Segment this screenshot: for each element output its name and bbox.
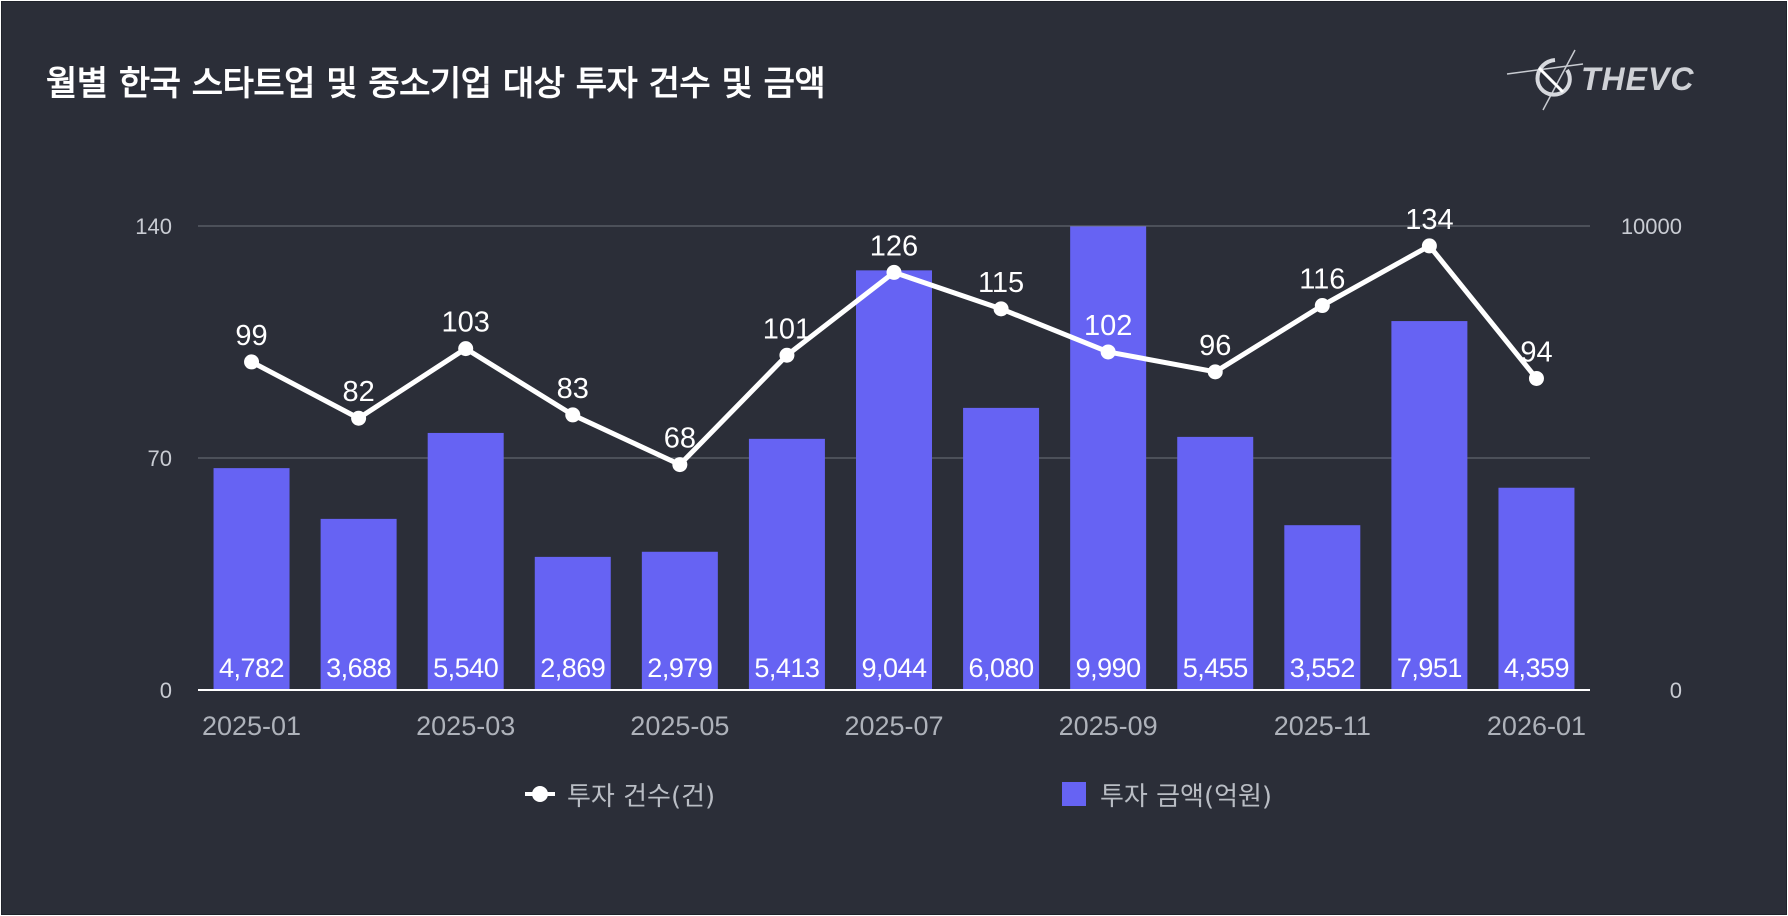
- line-point-label: 102: [1084, 310, 1132, 342]
- bar-value-label: 5,413: [754, 653, 819, 683]
- x-tick-label: 2025-05: [630, 711, 729, 741]
- y-right-tick-label: 10000: [1621, 214, 1682, 239]
- legend-amount-label: 투자 금액(억원): [1100, 781, 1273, 812]
- y-left-tick-label: 0: [160, 678, 172, 703]
- bar: [641, 551, 718, 690]
- line-point-label: 82: [342, 376, 374, 408]
- line-point: [1528, 370, 1544, 386]
- bar-value-label: 4,359: [1504, 653, 1569, 683]
- line-point-label: 134: [1405, 204, 1453, 236]
- line-point: [458, 341, 474, 357]
- bar-value-label: 9,990: [1076, 653, 1141, 683]
- line-point: [1314, 298, 1330, 314]
- line-point-label: 68: [664, 423, 696, 455]
- bar-value-label: 6,080: [969, 653, 1034, 683]
- line-point-label: 126: [870, 230, 918, 262]
- line-point-label: 101: [763, 313, 811, 345]
- bar: [1284, 525, 1361, 690]
- bar: [427, 432, 504, 690]
- bar: [213, 468, 290, 690]
- bar-series: 4,782 3,688 5,540 2,869 2,979 5,413 9,044 6,080…: [213, 226, 1575, 691]
- bar: [963, 407, 1040, 690]
- bar-value-label: 5,455: [1183, 653, 1248, 683]
- line-point-label: 116: [1299, 264, 1345, 296]
- line-point: [565, 407, 581, 423]
- bar-value-label: 3,688: [326, 653, 391, 683]
- bar-value-label: 2,869: [540, 653, 605, 683]
- x-tick-label: 2026-01: [1487, 711, 1586, 741]
- x-tick-label: 2025-11: [1274, 711, 1371, 741]
- axes: 0 70 140 0 10000 2025-01 2025-03 2025-05 2025-07…: [135, 214, 1682, 741]
- line-point: [1421, 238, 1437, 254]
- line-series: 99 82 103 83 68 101 126 115 102 96 116 134 94: [235, 204, 1553, 473]
- line-point-label: 96: [1199, 330, 1231, 362]
- bar-value-label: 5,540: [433, 653, 498, 683]
- x-tick-label: 2025-01: [202, 711, 301, 741]
- bar-value-label: 3,552: [1290, 653, 1355, 683]
- bar-value-label: 2,979: [647, 653, 712, 683]
- legend-count-label: 투자 건수(건): [567, 781, 716, 812]
- bar: [748, 438, 825, 690]
- bar: [1391, 321, 1468, 690]
- bar: [1177, 436, 1254, 690]
- legend-item-amount[interactable]: 투자 금액(억원): [1062, 776, 1272, 812]
- line-point-label: 99: [235, 320, 267, 352]
- bar-value-label: 7,951: [1397, 653, 1462, 683]
- x-tick-label: 2025-09: [1059, 711, 1158, 741]
- bar: [320, 518, 397, 690]
- line-point: [779, 347, 795, 363]
- chart-title: 월별 한국 스타트업 및 중소기업 대상 투자 건수 및 금액: [46, 64, 826, 104]
- bar: [1498, 487, 1575, 690]
- bar: [856, 270, 932, 690]
- bar-value-label: 9,044: [861, 653, 927, 683]
- line-point-label: 103: [441, 307, 489, 339]
- legend-item-count[interactable]: 투자 건수(건): [525, 776, 715, 812]
- legend-line-swatch-icon: [525, 786, 555, 802]
- line-point-label: 115: [978, 267, 1024, 299]
- x-tick-label: 2025-07: [844, 711, 943, 741]
- line-point: [672, 457, 688, 473]
- line-point: [993, 301, 1009, 317]
- line-point: [886, 264, 902, 280]
- line-point: [1100, 344, 1116, 360]
- line-point: [244, 354, 260, 370]
- legend-bar-swatch-icon: [1062, 782, 1086, 806]
- logo-star-icon: [1506, 49, 1584, 111]
- bar: [534, 556, 611, 690]
- bar-value-label: 4,782: [219, 653, 284, 683]
- y-left-tick-label: 70: [148, 446, 172, 471]
- x-tick-label: 2025-03: [416, 711, 515, 741]
- bar: [1070, 226, 1147, 691]
- line-point-label: 94: [1520, 336, 1552, 368]
- logo-wordmark: THEVC: [1581, 61, 1694, 97]
- line-point: [351, 410, 367, 426]
- y-right-tick-label: 0: [1670, 678, 1682, 703]
- line-point: [1207, 364, 1223, 380]
- line-point-label: 83: [557, 373, 589, 405]
- y-left-tick-label: 140: [135, 214, 172, 239]
- thevc-logo: THEVC: [1506, 49, 1694, 111]
